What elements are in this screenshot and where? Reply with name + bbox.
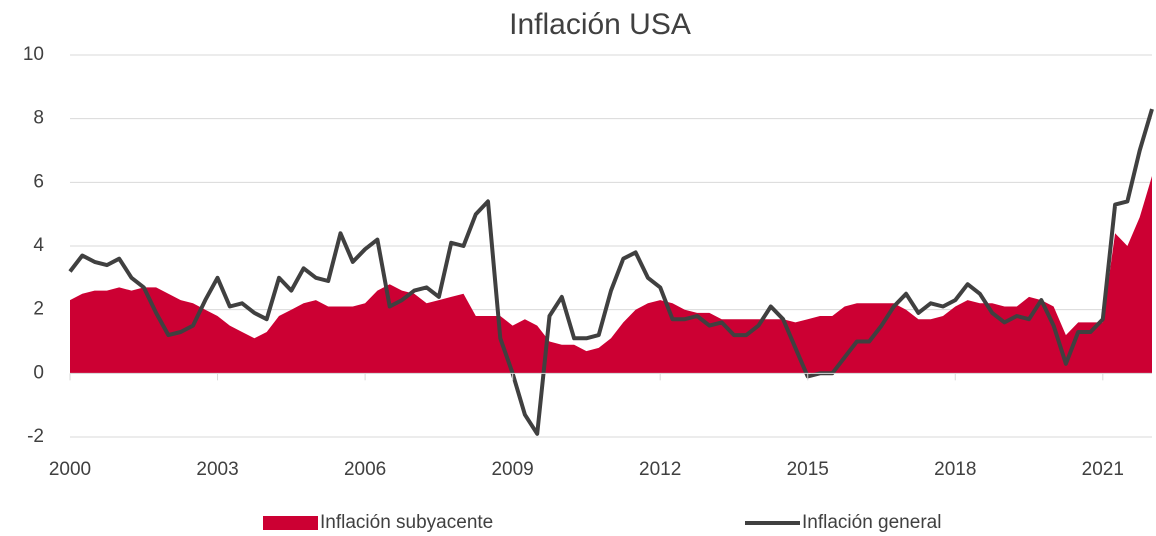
y-tick-label: -2 [27,426,44,447]
x-tick-label: 2000 [49,459,91,480]
chart-title: Inflación USA [509,8,691,41]
x-tick-label: 2009 [491,459,533,480]
x-tick-label: 2003 [196,459,238,480]
legend-label: Inflación subyacente [320,512,493,533]
x-tick-label: 2015 [787,459,829,480]
legend-label: Inflación general [802,512,941,533]
y-tick-label: 6 [33,171,44,192]
legend-swatch [263,516,318,530]
y-tick-label: 8 [33,108,44,129]
area [70,176,1152,374]
line [68,108,1154,436]
x-tick-label: 2021 [1082,459,1124,480]
y-tick-label: 0 [33,362,44,383]
x-tick-label: 2006 [344,459,386,480]
x-tick-label: 2012 [639,459,681,480]
y-tick-label: 2 [33,299,44,320]
y-tick-label: 4 [33,235,44,256]
x-tick-label: 2018 [934,459,976,480]
y-tick-label: 10 [23,44,44,65]
